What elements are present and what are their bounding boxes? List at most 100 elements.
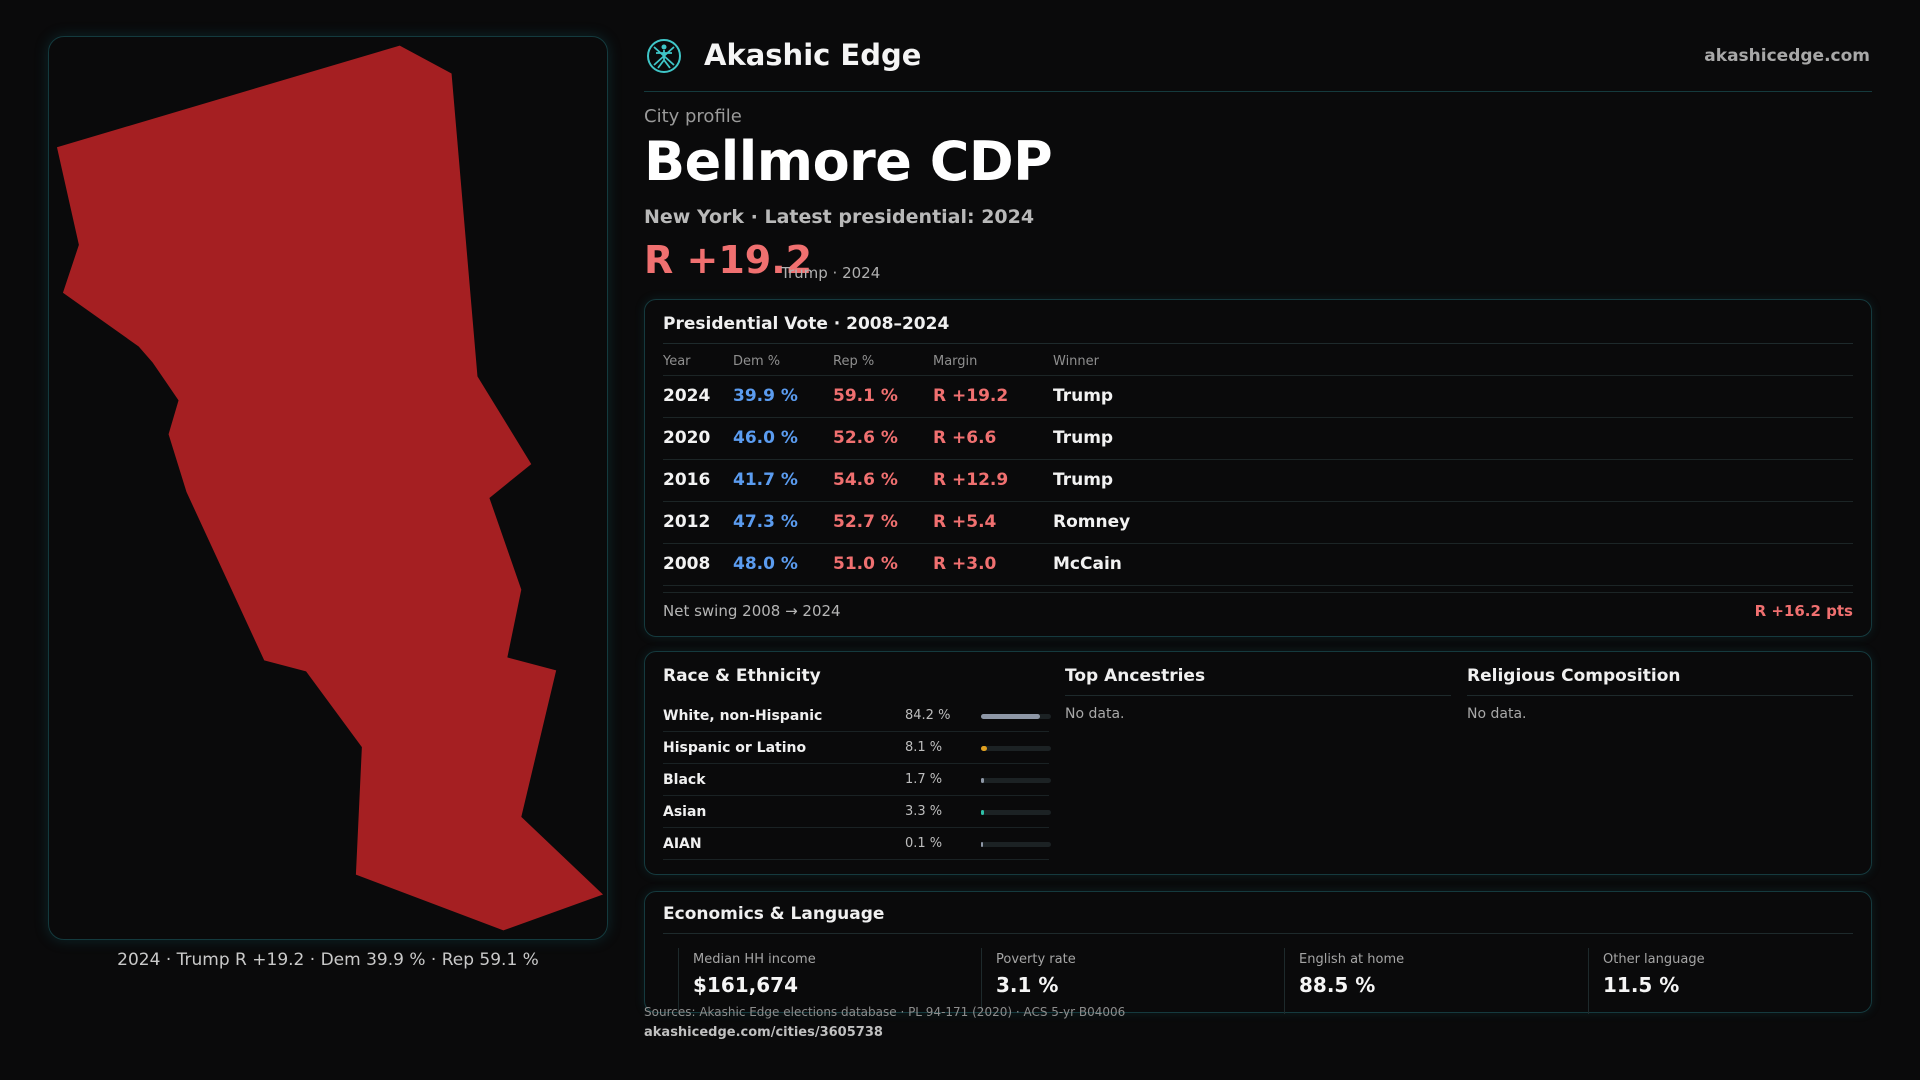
- cell-winner: Trump: [1053, 459, 1853, 502]
- net-swing-label: Net swing 2008 → 2024: [663, 602, 841, 620]
- stat-value: $161,674: [693, 973, 799, 997]
- cell-year: 2020: [663, 417, 733, 460]
- card-title: Economics & Language: [663, 904, 885, 924]
- divider: [663, 343, 1853, 344]
- table-row: 2024 39.9 % 59.1 % R +19.2 Trump: [663, 375, 1853, 418]
- divider: [1065, 695, 1451, 696]
- net-swing-value: R +16.2 pts: [1754, 602, 1853, 620]
- list-item: White, non-Hispanic 84.2 %: [663, 700, 1051, 732]
- divider: [1467, 695, 1853, 696]
- race-label: Asian: [663, 804, 707, 820]
- cell-rep: 51.0 %: [833, 543, 933, 586]
- cell-winner: Trump: [1053, 417, 1853, 460]
- list-item: Asian 3.3 %: [663, 796, 1051, 828]
- page-kicker: City profile: [644, 106, 742, 127]
- race-label: Black: [663, 772, 706, 788]
- compass-figure-logo-icon[interactable]: [646, 38, 682, 74]
- race-bar-fill: [981, 714, 1040, 719]
- empty-state: No data.: [1065, 706, 1125, 722]
- column-header-year: Year: [663, 348, 733, 376]
- cell-dem: 39.9 %: [733, 375, 833, 418]
- cell-rep: 59.1 %: [833, 375, 933, 418]
- headline-margin-detail: Trump · 2024: [781, 264, 881, 282]
- race-value: 0.1 %: [905, 836, 943, 851]
- list-item: Hispanic or Latino 8.1 %: [663, 732, 1051, 764]
- stat-value: 11.5 %: [1603, 973, 1680, 997]
- cell-winner: Romney: [1053, 501, 1853, 544]
- headline-margin: R +19.2: [644, 238, 813, 282]
- cell-dem: 47.3 %: [733, 501, 833, 544]
- site-domain-link[interactable]: akashicedge.com: [1704, 46, 1870, 66]
- city-boundary-map: [56, 45, 604, 931]
- stat-value: 88.5 %: [1299, 973, 1376, 997]
- site-header: Akashic Edge akashicedge.com: [644, 36, 1872, 92]
- map-caption: 2024 · Trump R +19.2 · Dem 39.9 % · Rep …: [117, 950, 539, 970]
- demographics-card: Race & Ethnicity White, non-Hispanic 84.…: [644, 651, 1872, 875]
- race-bar-fill: [981, 778, 984, 783]
- cell-margin: R +19.2: [933, 375, 1053, 418]
- ancestries-section: Top Ancestries No data.: [1065, 666, 1451, 722]
- column-header-rep: Rep %: [833, 348, 933, 376]
- cell-year: 2008: [663, 543, 733, 586]
- cell-margin: R +5.4: [933, 501, 1053, 544]
- table-row: 2020 46.0 % 52.6 % R +6.6 Trump: [663, 417, 1853, 460]
- section-title: Top Ancestries: [1065, 666, 1206, 686]
- table-row: 2016 41.7 % 54.6 % R +12.9 Trump: [663, 459, 1853, 502]
- page-title: Bellmore CDP: [644, 130, 1053, 193]
- cell-year: 2016: [663, 459, 733, 502]
- location-subline: New York · Latest presidential: 2024: [644, 206, 1035, 228]
- race-label: White, non-Hispanic: [663, 708, 823, 724]
- race-value: 84.2 %: [905, 708, 951, 723]
- vote-table: Year Dem % Rep % Margin Winner 2024 39.9…: [663, 348, 1853, 586]
- stat-median-income: Median HH income $161,674: [678, 948, 968, 1014]
- column-header-margin: Margin: [933, 348, 1053, 376]
- column-header-winner: Winner: [1053, 348, 1853, 376]
- cell-dem: 46.0 %: [733, 417, 833, 460]
- brand-name[interactable]: Akashic Edge: [704, 38, 922, 72]
- cell-winner: McCain: [1053, 543, 1853, 586]
- race-bar-track: [981, 714, 1051, 719]
- stat-label: Median HH income: [693, 952, 816, 967]
- race-bar-track: [981, 778, 1051, 783]
- presidential-vote-card: Presidential Vote · 2008–2024 Year Dem %…: [644, 299, 1872, 637]
- stat-other-language: Other language 11.5 %: [1588, 948, 1878, 1014]
- table-header-row: Year Dem % Rep % Margin Winner: [663, 348, 1853, 376]
- religion-section: Religious Composition No data.: [1467, 666, 1853, 722]
- page-url-link[interactable]: akashicedge.com/cities/3605738: [644, 1025, 883, 1040]
- stat-label: Other language: [1603, 952, 1705, 967]
- section-title: Race & Ethnicity: [663, 666, 821, 686]
- cell-rep: 52.7 %: [833, 501, 933, 544]
- race-value: 8.1 %: [905, 740, 943, 755]
- race-list: White, non-Hispanic 84.2 % Hispanic or L…: [663, 700, 1051, 860]
- sources-note: Sources: Akashic Edge elections database…: [644, 1005, 1126, 1019]
- card-title: Presidential Vote · 2008–2024: [663, 314, 950, 334]
- stat-label: Poverty rate: [996, 952, 1076, 967]
- race-bar-track: [981, 810, 1051, 815]
- table-row: 2008 48.0 % 51.0 % R +3.0 McCain: [663, 543, 1853, 586]
- cell-margin: R +6.6: [933, 417, 1053, 460]
- stat-poverty-rate: Poverty rate 3.1 %: [981, 948, 1271, 1014]
- cell-margin: R +12.9: [933, 459, 1053, 502]
- stat-english-at-home: English at home 88.5 %: [1284, 948, 1574, 1014]
- race-label: AIAN: [663, 836, 702, 852]
- cell-winner: Trump: [1053, 375, 1853, 418]
- table-row: 2012 47.3 % 52.7 % R +5.4 Romney: [663, 501, 1853, 544]
- cell-dem: 48.0 %: [733, 543, 833, 586]
- divider: [663, 592, 1853, 593]
- list-item: AIAN 0.1 %: [663, 828, 1051, 860]
- cell-rep: 54.6 %: [833, 459, 933, 502]
- cell-rep: 52.6 %: [833, 417, 933, 460]
- race-bar-fill: [981, 810, 984, 815]
- race-value: 1.7 %: [905, 772, 943, 787]
- economics-card: Economics & Language Median HH income $1…: [644, 891, 1872, 1014]
- race-bar-fill: [981, 746, 987, 751]
- city-map[interactable]: [48, 36, 608, 940]
- race-label: Hispanic or Latino: [663, 740, 807, 756]
- race-ethnicity-section: Race & Ethnicity White, non-Hispanic 84.…: [663, 666, 1051, 860]
- cell-dem: 41.7 %: [733, 459, 833, 502]
- stat-label: English at home: [1299, 952, 1405, 967]
- divider: [663, 933, 1853, 934]
- race-bar-fill: [981, 842, 983, 847]
- city-boundary-shape[interactable]: [56, 45, 604, 931]
- race-bar-track: [981, 746, 1051, 751]
